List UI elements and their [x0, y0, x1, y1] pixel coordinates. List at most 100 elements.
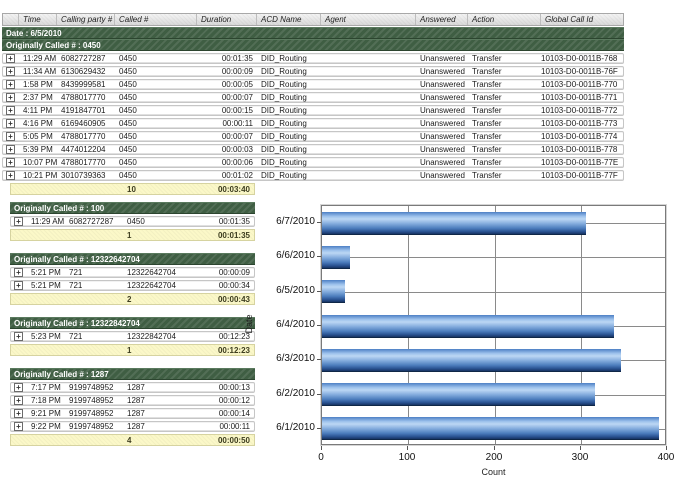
- expand-icon[interactable]: +: [14, 383, 23, 392]
- column-header-time[interactable]: Time: [19, 14, 57, 25]
- summary-count: 10: [127, 185, 136, 194]
- expand-cell: +: [11, 281, 27, 290]
- cell-calling-party: 721: [69, 281, 83, 290]
- summary-count: 1: [127, 231, 132, 240]
- cell-agent: [321, 119, 416, 128]
- cell-time: 10:07 PM: [23, 158, 57, 167]
- column-header-action[interactable]: Action: [468, 14, 541, 25]
- expand-icon[interactable]: +: [6, 54, 15, 63]
- cell-called: 1287: [127, 396, 145, 405]
- main-group-rows: +11:29 AM 6082727287 0450 00:01:35 DID_Routi…: [2, 53, 624, 181]
- cell-duration: 00:00:13: [218, 383, 250, 392]
- expand-icon[interactable]: +: [6, 119, 15, 128]
- cell-answered: Unanswered: [420, 145, 465, 154]
- expand-icon[interactable]: +: [6, 132, 15, 141]
- cell-called: 0450: [119, 145, 137, 154]
- expand-cell: +: [3, 171, 19, 180]
- cell-time: 5:05 PM: [23, 132, 53, 141]
- cell-time: 4:11 PM: [23, 106, 53, 115]
- cell-time: 5:23 PM: [31, 332, 61, 341]
- expand-icon[interactable]: +: [6, 93, 15, 102]
- table-row: +5:05 PM 4788017770 0450 00:00:07 DID_Routin…: [2, 131, 624, 142]
- cell-called: 0450: [119, 80, 137, 89]
- cell-calling-party: 6082727287: [69, 217, 114, 226]
- cell-global-call-id: 10103-D0-0011B-770: [541, 80, 618, 89]
- summary-spacer: [11, 294, 27, 304]
- cell-called: 0450: [119, 93, 137, 102]
- table-row: +5:23 PM 721 12322842704 00:12:23: [10, 331, 255, 342]
- group-header-0450: Originally Called # : 0450: [2, 39, 624, 51]
- cell-duration: 00:00:11: [222, 119, 253, 128]
- summary-spacer: [27, 294, 65, 304]
- cell-duration: 00:00:03: [221, 145, 253, 154]
- y-tick-label: 6/2/2010: [276, 388, 315, 399]
- cell-answered: Unanswered: [420, 106, 465, 115]
- summary-spacer: [27, 230, 65, 240]
- cell-called: 12322842704: [127, 332, 176, 341]
- expand-icon[interactable]: +: [6, 80, 15, 89]
- expand-icon[interactable]: +: [14, 281, 23, 290]
- cell-time: 11:29 AM: [23, 54, 57, 63]
- expand-icon[interactable]: +: [14, 422, 23, 431]
- group-header: Originally Called # : 12322842704: [10, 317, 255, 329]
- cell-time: 11:34 AM: [23, 67, 57, 76]
- cell-time: 7:18 PM: [31, 396, 61, 405]
- cell-global-call-id: 10103-D0-0011B-77E: [541, 158, 619, 167]
- cell-called: 0450: [119, 132, 137, 141]
- bar: [322, 417, 659, 440]
- summary-duration: 00:01:35: [217, 231, 250, 240]
- cell-agent: [321, 80, 416, 89]
- cell-global-call-id: 10103-D0-0011B-774: [541, 132, 618, 141]
- expand-icon[interactable]: +: [6, 67, 15, 76]
- cell-agent: [321, 106, 416, 115]
- column-header-calling-party[interactable]: Calling party #: [57, 14, 115, 25]
- table-row: +7:18 PM 9199748952 1287 00:00:12: [10, 395, 255, 406]
- summary-duration: 00:12:23: [217, 346, 250, 355]
- cell-calling-party: 3010739363: [61, 171, 106, 180]
- cell-duration: 00:00:09: [218, 268, 250, 277]
- expand-icon[interactable]: +: [14, 268, 23, 277]
- cell-called: 1287: [127, 409, 145, 418]
- summary-spacer: [27, 184, 65, 194]
- expand-cell: +: [11, 217, 27, 226]
- column-header-global-call-id[interactable]: Global Call Id: [541, 14, 621, 25]
- table-row: +1:58 PM 8439999581 0450 00:00:05 DID_Routin…: [2, 79, 624, 90]
- expand-cell: +: [3, 106, 19, 115]
- cell-duration: 00:00:07: [221, 93, 253, 102]
- expand-icon[interactable]: +: [14, 332, 23, 341]
- cell-answered: Unanswered: [420, 132, 465, 141]
- category-gridline: [322, 257, 665, 258]
- cell-duration: 00:12:23: [218, 332, 250, 341]
- column-header-agent[interactable]: Agent: [321, 14, 416, 25]
- expand-icon[interactable]: +: [14, 217, 23, 226]
- column-header-acd-name[interactable]: ACD Name: [257, 14, 321, 25]
- y-tick-mark: [317, 428, 321, 429]
- cell-duration: 00:00:12: [218, 396, 250, 405]
- summary-spacer: [11, 435, 27, 445]
- cell-time: 10:21 PM: [23, 171, 57, 180]
- column-header-called[interactable]: Called #: [115, 14, 197, 25]
- call-detail-table: Time Calling party # Called # Duration A…: [2, 13, 624, 195]
- table-row: +10:21 PM 3010739363 0450 00:01:02 DID_Routi…: [2, 170, 624, 181]
- column-header-answered[interactable]: Answered: [416, 14, 468, 25]
- cell-calling-party: 4191847701: [61, 106, 106, 115]
- cell-time: 9:21 PM: [31, 409, 61, 418]
- expand-icon[interactable]: +: [6, 145, 15, 154]
- cell-action: Transfer: [472, 54, 502, 63]
- group-summary: 1 00:01:35: [10, 229, 255, 241]
- y-tick-mark: [317, 394, 321, 395]
- cell-calling-party: 721: [69, 268, 83, 277]
- cell-answered: Unanswered: [420, 158, 465, 167]
- expand-icon[interactable]: +: [14, 409, 23, 418]
- expand-icon[interactable]: +: [6, 158, 15, 167]
- column-header-duration[interactable]: Duration: [197, 14, 257, 25]
- expand-cell: +: [11, 396, 27, 405]
- table-header-row: Time Calling party # Called # Duration A…: [2, 13, 624, 26]
- group-summary: 4 00:00:50: [10, 434, 255, 446]
- header-expand-spacer: [3, 14, 19, 25]
- x-tick-label: 400: [657, 452, 675, 463]
- expand-icon[interactable]: +: [6, 171, 15, 180]
- expand-icon[interactable]: +: [6, 106, 15, 115]
- expand-icon[interactable]: +: [14, 396, 23, 405]
- cell-action: Transfer: [472, 132, 502, 141]
